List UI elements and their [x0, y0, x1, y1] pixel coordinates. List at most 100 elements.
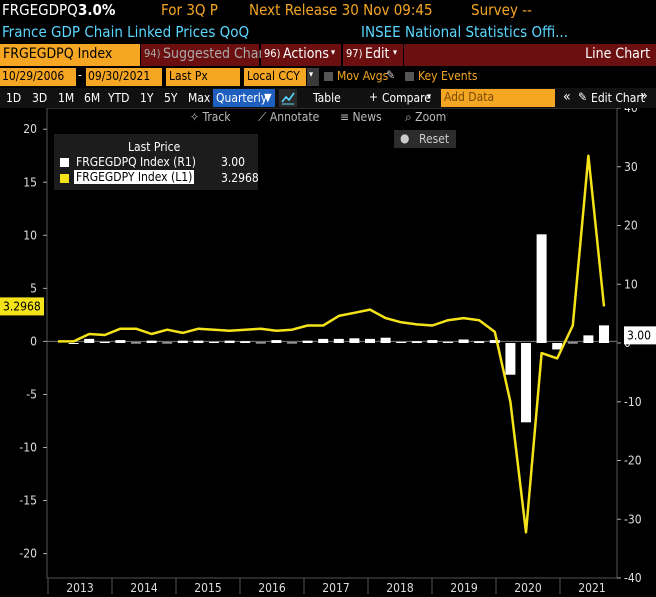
bar-frgegdpq — [458, 339, 469, 343]
currency-value: Local CCY — [247, 69, 300, 83]
news-icon: ≡ — [340, 110, 350, 124]
compare-button[interactable]: Compare — [382, 91, 431, 105]
pencil-icon: ✎ — [578, 90, 588, 104]
date-controls: 10/29/2006 - 09/30/2021 Last Px Local CC… — [0, 68, 656, 87]
reset-label: Reset — [419, 132, 450, 146]
pencil-icon[interactable]: ✎ — [386, 68, 396, 82]
range-1y[interactable]: 1Y — [140, 91, 154, 105]
edit-dropdown-icon: ▾ — [393, 48, 398, 58]
legend-label-frgegdpy: FRGEGDPY Index (L1) — [74, 170, 195, 184]
actions-label: Actions — [283, 46, 329, 62]
bar-frgegdpq — [99, 341, 110, 343]
range-5y[interactable]: 5Y — [164, 91, 178, 105]
bar-frgegdpq — [193, 340, 204, 343]
x-tick-label: 2020 — [514, 581, 542, 594]
bar-frgegdpq — [443, 341, 453, 343]
bar-frgegdpq — [505, 343, 516, 375]
field-select[interactable]: Last Px — [166, 68, 240, 86]
right-tick-label: 40 — [624, 108, 638, 115]
news-tool[interactable]: ≡ News — [340, 110, 382, 124]
crosshair-icon: ✧ — [190, 110, 200, 124]
collapse-icon[interactable]: « — [563, 89, 571, 105]
end-date-input[interactable]: 09/30/2021 — [86, 68, 162, 86]
reset-button[interactable]: ● Reset — [394, 130, 456, 148]
last-value-tag-left — [0, 297, 44, 316]
range-6m[interactable]: 6M — [84, 91, 101, 105]
edit-menu[interactable]: 97) Edit ▾ — [343, 44, 403, 66]
line-chart-icon[interactable] — [279, 89, 297, 107]
news-label: News — [352, 110, 382, 124]
start-date-value: 10/29/2006 — [2, 69, 65, 83]
title-bar: FRGEGDPQ 3.0% For 3Q P Next Release 30 N… — [0, 0, 656, 22]
frequency-select[interactable]: Quarterly ▼ — [213, 89, 275, 107]
x-tick-label: 2016 — [258, 581, 286, 594]
description-bar: France GDP Chain Linked Prices QoQ INSEE… — [0, 22, 656, 44]
frequency-value: Quarterly — [216, 91, 268, 105]
legend-value-frgegdpq: 3.00 — [221, 155, 246, 169]
bar-frgegdpq — [318, 338, 329, 343]
suggested-charts-button[interactable]: 94) Suggested Charts — [141, 44, 275, 66]
last-value-tag-left-text: 3.2968 — [3, 299, 41, 313]
legend-swatch-frgegdpy — [60, 174, 69, 183]
right-tick-label: 30 — [624, 160, 638, 174]
bar-frgegdpq — [349, 338, 360, 343]
actions-number: 96) — [264, 47, 281, 60]
right-tick-label: 10 — [624, 277, 638, 291]
last-value-tag-right-text: 3.00 — [627, 328, 651, 342]
currency-dropdown[interactable]: ▾ — [307, 68, 319, 86]
chevron-down-icon: ▾ — [309, 70, 314, 80]
bar-frgegdpq — [115, 340, 126, 343]
range-1d[interactable]: 1D — [6, 91, 22, 105]
zoom-tool[interactable]: ⌕ Zoom — [405, 110, 446, 125]
security-field[interactable]: FRGEGDPQ Index — [0, 44, 140, 66]
currency-select[interactable]: Local CCY — [244, 68, 306, 86]
expand-icon[interactable]: » — [640, 88, 648, 104]
toolbar: FRGEGDPQ Index 94) Suggested Charts 96) … — [0, 44, 656, 66]
key-events-checkbox[interactable] — [405, 72, 414, 81]
security-field-text: FRGEGDPQ Index — [3, 46, 113, 62]
annotate-tool[interactable]: ⟋ Annotate — [258, 110, 319, 125]
left-tick-label: 15 — [23, 175, 37, 189]
edit-number: 97) — [346, 47, 363, 60]
left-tick-label: 10 — [23, 228, 37, 242]
right-tick-label: -40 — [624, 571, 642, 585]
chart-type-bar: Line Chart — [404, 44, 656, 66]
table-button[interactable]: Table — [313, 91, 341, 105]
actions-menu[interactable]: 96) Actions ▾ — [261, 44, 341, 66]
bar-frgegdpq — [162, 342, 173, 344]
start-date-input[interactable]: 10/29/2006 — [0, 68, 76, 86]
track-tool[interactable]: ✧ Track — [190, 110, 231, 124]
bar-frgegdpq — [333, 338, 344, 343]
mov-avgs-label: Mov Avgs — [337, 69, 389, 83]
bar-frgegdpq — [489, 340, 500, 343]
mov-avgs-checkbox[interactable] — [324, 72, 333, 81]
reset-icon: ● — [400, 131, 410, 145]
range-max[interactable]: Max — [188, 91, 211, 105]
add-data-placeholder: Add Data — [444, 90, 495, 104]
annotate-label: Annotate — [269, 110, 320, 124]
bar-frgegdpq — [521, 343, 531, 423]
bar-frgegdpq — [271, 340, 282, 343]
bar-frgegdpq — [84, 338, 95, 343]
date-separator: - — [78, 68, 82, 82]
bar-frgegdpq — [396, 341, 407, 343]
range-ytd[interactable]: YTD — [108, 91, 130, 105]
bar-frgegdpq — [146, 340, 157, 343]
x-tick-label: 2019 — [450, 581, 478, 594]
bar-frgegdpq — [224, 340, 235, 343]
range-3d[interactable]: 3D — [32, 91, 48, 105]
bar-frgegdpq — [599, 325, 609, 343]
field-value: Last Px — [169, 69, 208, 83]
chart-type-label: Line Chart — [585, 46, 650, 62]
bar-frgegdpq — [380, 337, 391, 343]
key-events-label: Key Events — [418, 69, 478, 83]
chevron-down-icon: ▾ — [427, 92, 432, 102]
bar-frgegdpq — [240, 341, 251, 343]
range-1m[interactable]: 1M — [58, 91, 75, 105]
left-tick-label: 0 — [30, 334, 37, 348]
last-value: 3.0% — [78, 1, 116, 19]
add-data-input[interactable]: Add Data — [441, 89, 555, 107]
edit-label: Edit — [365, 46, 390, 62]
edit-chart-button[interactable]: Edit Chart — [591, 91, 645, 105]
left-tick-label: 20 — [23, 122, 37, 136]
